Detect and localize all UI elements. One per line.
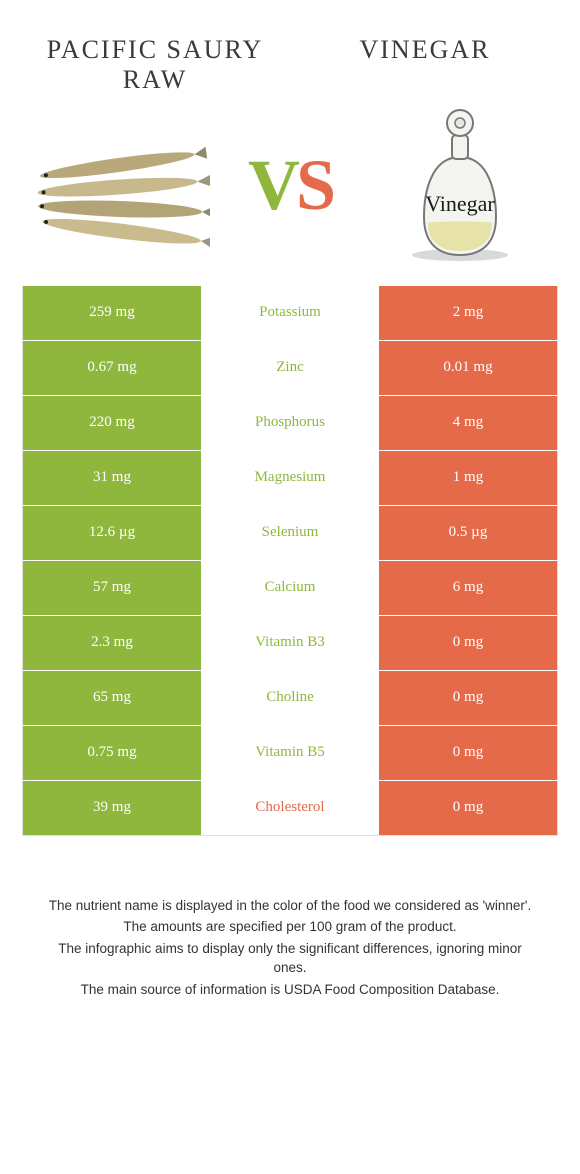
- hero-row: VS Vinegar: [0, 95, 580, 285]
- nutrient-name: Selenium: [201, 506, 379, 560]
- left-value: 12.6 µg: [23, 506, 201, 560]
- right-value: 0.01 mg: [379, 341, 557, 395]
- vinegar-illustration: Vinegar: [370, 115, 550, 255]
- left-food-title: PACIFIC SAURY RAW: [35, 35, 275, 95]
- footer-notes: The nutrient name is displayed in the co…: [40, 896, 540, 1000]
- table-row: 220 mgPhosphorus4 mg: [23, 395, 557, 450]
- footer-line: The infographic aims to display only the…: [40, 939, 540, 978]
- vs-s: S: [296, 149, 332, 221]
- left-value: 0.67 mg: [23, 341, 201, 395]
- nutrient-name: Choline: [201, 671, 379, 725]
- nutrient-name: Phosphorus: [201, 396, 379, 450]
- right-value: 0 mg: [379, 616, 557, 670]
- fish-illustration: [30, 115, 210, 255]
- header: PACIFIC SAURY RAW VINEGAR: [0, 0, 580, 95]
- footer-line: The amounts are specified per 100 gram o…: [40, 917, 540, 937]
- table-row: 12.6 µgSelenium0.5 µg: [23, 505, 557, 560]
- nutrient-name: Potassium: [201, 286, 379, 340]
- table-row: 0.75 mgVitamin B50 mg: [23, 725, 557, 780]
- footer-line: The nutrient name is displayed in the co…: [40, 896, 540, 916]
- right-value: 0 mg: [379, 671, 557, 725]
- vinegar-bottle-label: Vinegar: [425, 191, 495, 216]
- table-row: 259 mgPotassium2 mg: [23, 285, 557, 340]
- vs-v: V: [248, 149, 296, 221]
- left-value: 259 mg: [23, 286, 201, 340]
- right-value: 0 mg: [379, 781, 557, 835]
- right-food-title: VINEGAR: [305, 35, 545, 65]
- nutrient-name: Zinc: [201, 341, 379, 395]
- right-value: 4 mg: [379, 396, 557, 450]
- left-value: 65 mg: [23, 671, 201, 725]
- right-value: 6 mg: [379, 561, 557, 615]
- right-value: 1 mg: [379, 451, 557, 505]
- footer-line: The main source of information is USDA F…: [40, 980, 540, 1000]
- nutrient-name: Calcium: [201, 561, 379, 615]
- right-value: 0.5 µg: [379, 506, 557, 560]
- table-row: 31 mgMagnesium1 mg: [23, 450, 557, 505]
- nutrient-table: 259 mgPotassium2 mg0.67 mgZinc0.01 mg220…: [22, 285, 558, 836]
- left-value: 2.3 mg: [23, 616, 201, 670]
- right-value: 0 mg: [379, 726, 557, 780]
- left-value: 0.75 mg: [23, 726, 201, 780]
- table-row: 39 mgCholesterol0 mg: [23, 780, 557, 835]
- left-value: 31 mg: [23, 451, 201, 505]
- right-value: 2 mg: [379, 286, 557, 340]
- table-row: 2.3 mgVitamin B30 mg: [23, 615, 557, 670]
- nutrient-name: Cholesterol: [201, 781, 379, 835]
- left-value: 220 mg: [23, 396, 201, 450]
- table-row: 0.67 mgZinc0.01 mg: [23, 340, 557, 395]
- vs-label: VS: [248, 149, 332, 221]
- left-value: 57 mg: [23, 561, 201, 615]
- nutrient-name: Vitamin B3: [201, 616, 379, 670]
- nutrient-name: Vitamin B5: [201, 726, 379, 780]
- nutrient-name: Magnesium: [201, 451, 379, 505]
- table-row: 65 mgCholine0 mg: [23, 670, 557, 725]
- left-value: 39 mg: [23, 781, 201, 835]
- table-row: 57 mgCalcium6 mg: [23, 560, 557, 615]
